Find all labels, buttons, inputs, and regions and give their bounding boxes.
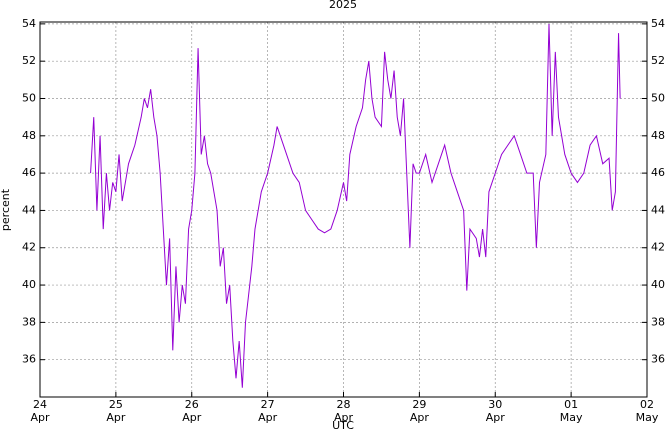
y-axis-label: percent (0, 188, 12, 231)
y-tick-label: 46 (22, 166, 36, 179)
x-axis-label: UTC (332, 419, 354, 432)
x-tick-label: 24 Apr (30, 398, 50, 424)
y2-tick-label: 54 (651, 17, 665, 30)
y-tick-label: 36 (22, 353, 36, 366)
y-tick-label: 54 (22, 17, 36, 30)
y-tick-label: 38 (22, 315, 36, 328)
y-tick-label: 52 (22, 54, 36, 67)
y2-tick-label: 38 (651, 315, 665, 328)
chart-title: 2025 (329, 0, 357, 11)
x-tick-label: 29 Apr (409, 398, 429, 424)
y-tick-label: 50 (22, 91, 36, 104)
x-tick-label: 25 Apr (106, 398, 126, 424)
y-tick-label: 48 (22, 129, 36, 142)
x-tick-label: 26 Apr (182, 398, 202, 424)
y-tick-label: 44 (22, 203, 36, 216)
y2-tick-label: 42 (651, 241, 665, 254)
x-tick-label: 27 Apr (258, 398, 278, 424)
y2-tick-label: 48 (651, 129, 665, 142)
y2-tick-label: 40 (651, 278, 665, 291)
plot-frame (39, 21, 648, 398)
y2-tick-label: 52 (651, 54, 665, 67)
y-tick-label: 42 (22, 241, 36, 254)
x-tick-label: 30 Apr (485, 398, 505, 424)
y-tick-label: 40 (22, 278, 36, 291)
y2-tick-label: 46 (651, 166, 665, 179)
x-tick-label: 02 May (635, 398, 659, 424)
x-tick-label: 28 Apr (333, 398, 354, 424)
y2-tick-label: 36 (651, 353, 665, 366)
y2-tick-label: 50 (651, 91, 665, 104)
y2-tick-label: 44 (651, 203, 665, 216)
x-tick-label: 01 May (559, 398, 583, 424)
data-line (90, 23, 621, 388)
